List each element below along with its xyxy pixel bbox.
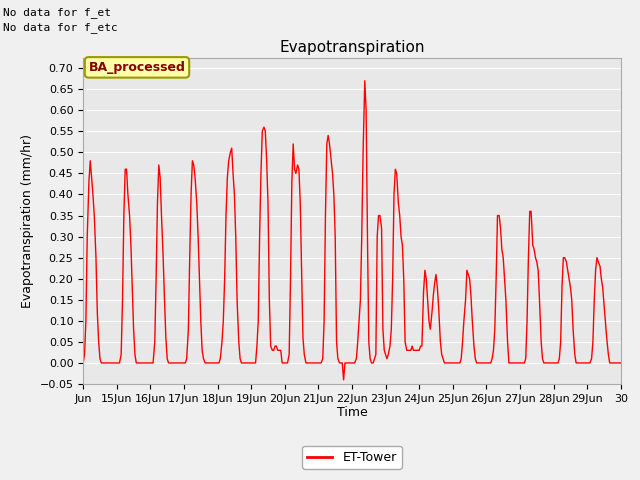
- Title: Evapotranspiration: Evapotranspiration: [279, 40, 425, 55]
- Legend: ET-Tower: ET-Tower: [302, 446, 402, 469]
- Text: No data for f_et: No data for f_et: [3, 7, 111, 18]
- Text: No data for f_etc: No data for f_etc: [3, 22, 118, 33]
- Y-axis label: Evapotranspiration (mm/hr): Evapotranspiration (mm/hr): [21, 134, 34, 308]
- X-axis label: Time: Time: [337, 407, 367, 420]
- Text: BA_processed: BA_processed: [88, 61, 186, 74]
